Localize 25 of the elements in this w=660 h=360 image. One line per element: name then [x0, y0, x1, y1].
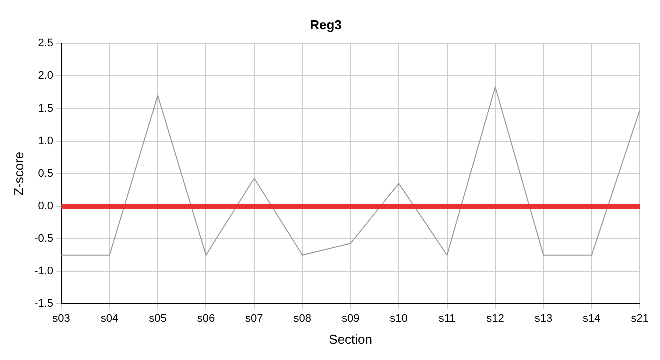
y-tick-label: -1.5	[34, 298, 54, 310]
y-tick-label: 0.0	[38, 200, 54, 213]
y-tick-label: 2.0	[38, 70, 54, 82]
y-tick-label: -1.0	[34, 266, 54, 278]
x-tick-label: s10	[390, 312, 408, 325]
x-tick-label: s07	[246, 312, 264, 325]
x-tick-label: s21	[631, 312, 650, 325]
y-axis-title: Z-score	[11, 152, 26, 196]
x-tick-label: s12	[486, 312, 504, 325]
x-tick-label: s06	[197, 312, 216, 325]
x-tick-label: s13	[534, 312, 553, 325]
x-axis-title: Section	[329, 332, 373, 347]
y-tick-label: 1.5	[38, 102, 54, 115]
x-tick-label: s14	[583, 312, 601, 325]
x-tick-label: s03	[52, 312, 70, 325]
x-tick-label: s09	[342, 312, 360, 325]
chart-title: Reg3	[310, 17, 342, 32]
x-tick-label: s08	[294, 312, 312, 325]
y-tick-label: 2.5	[38, 38, 54, 50]
y-tick-label: -0.5	[34, 233, 54, 246]
x-tick-label: s04	[100, 312, 119, 325]
y-tick-label: 0.5	[38, 168, 54, 180]
x-tick-label: s05	[149, 312, 167, 325]
y-tick-label: 1.0	[38, 135, 54, 148]
x-tick-label: s11	[438, 312, 456, 325]
